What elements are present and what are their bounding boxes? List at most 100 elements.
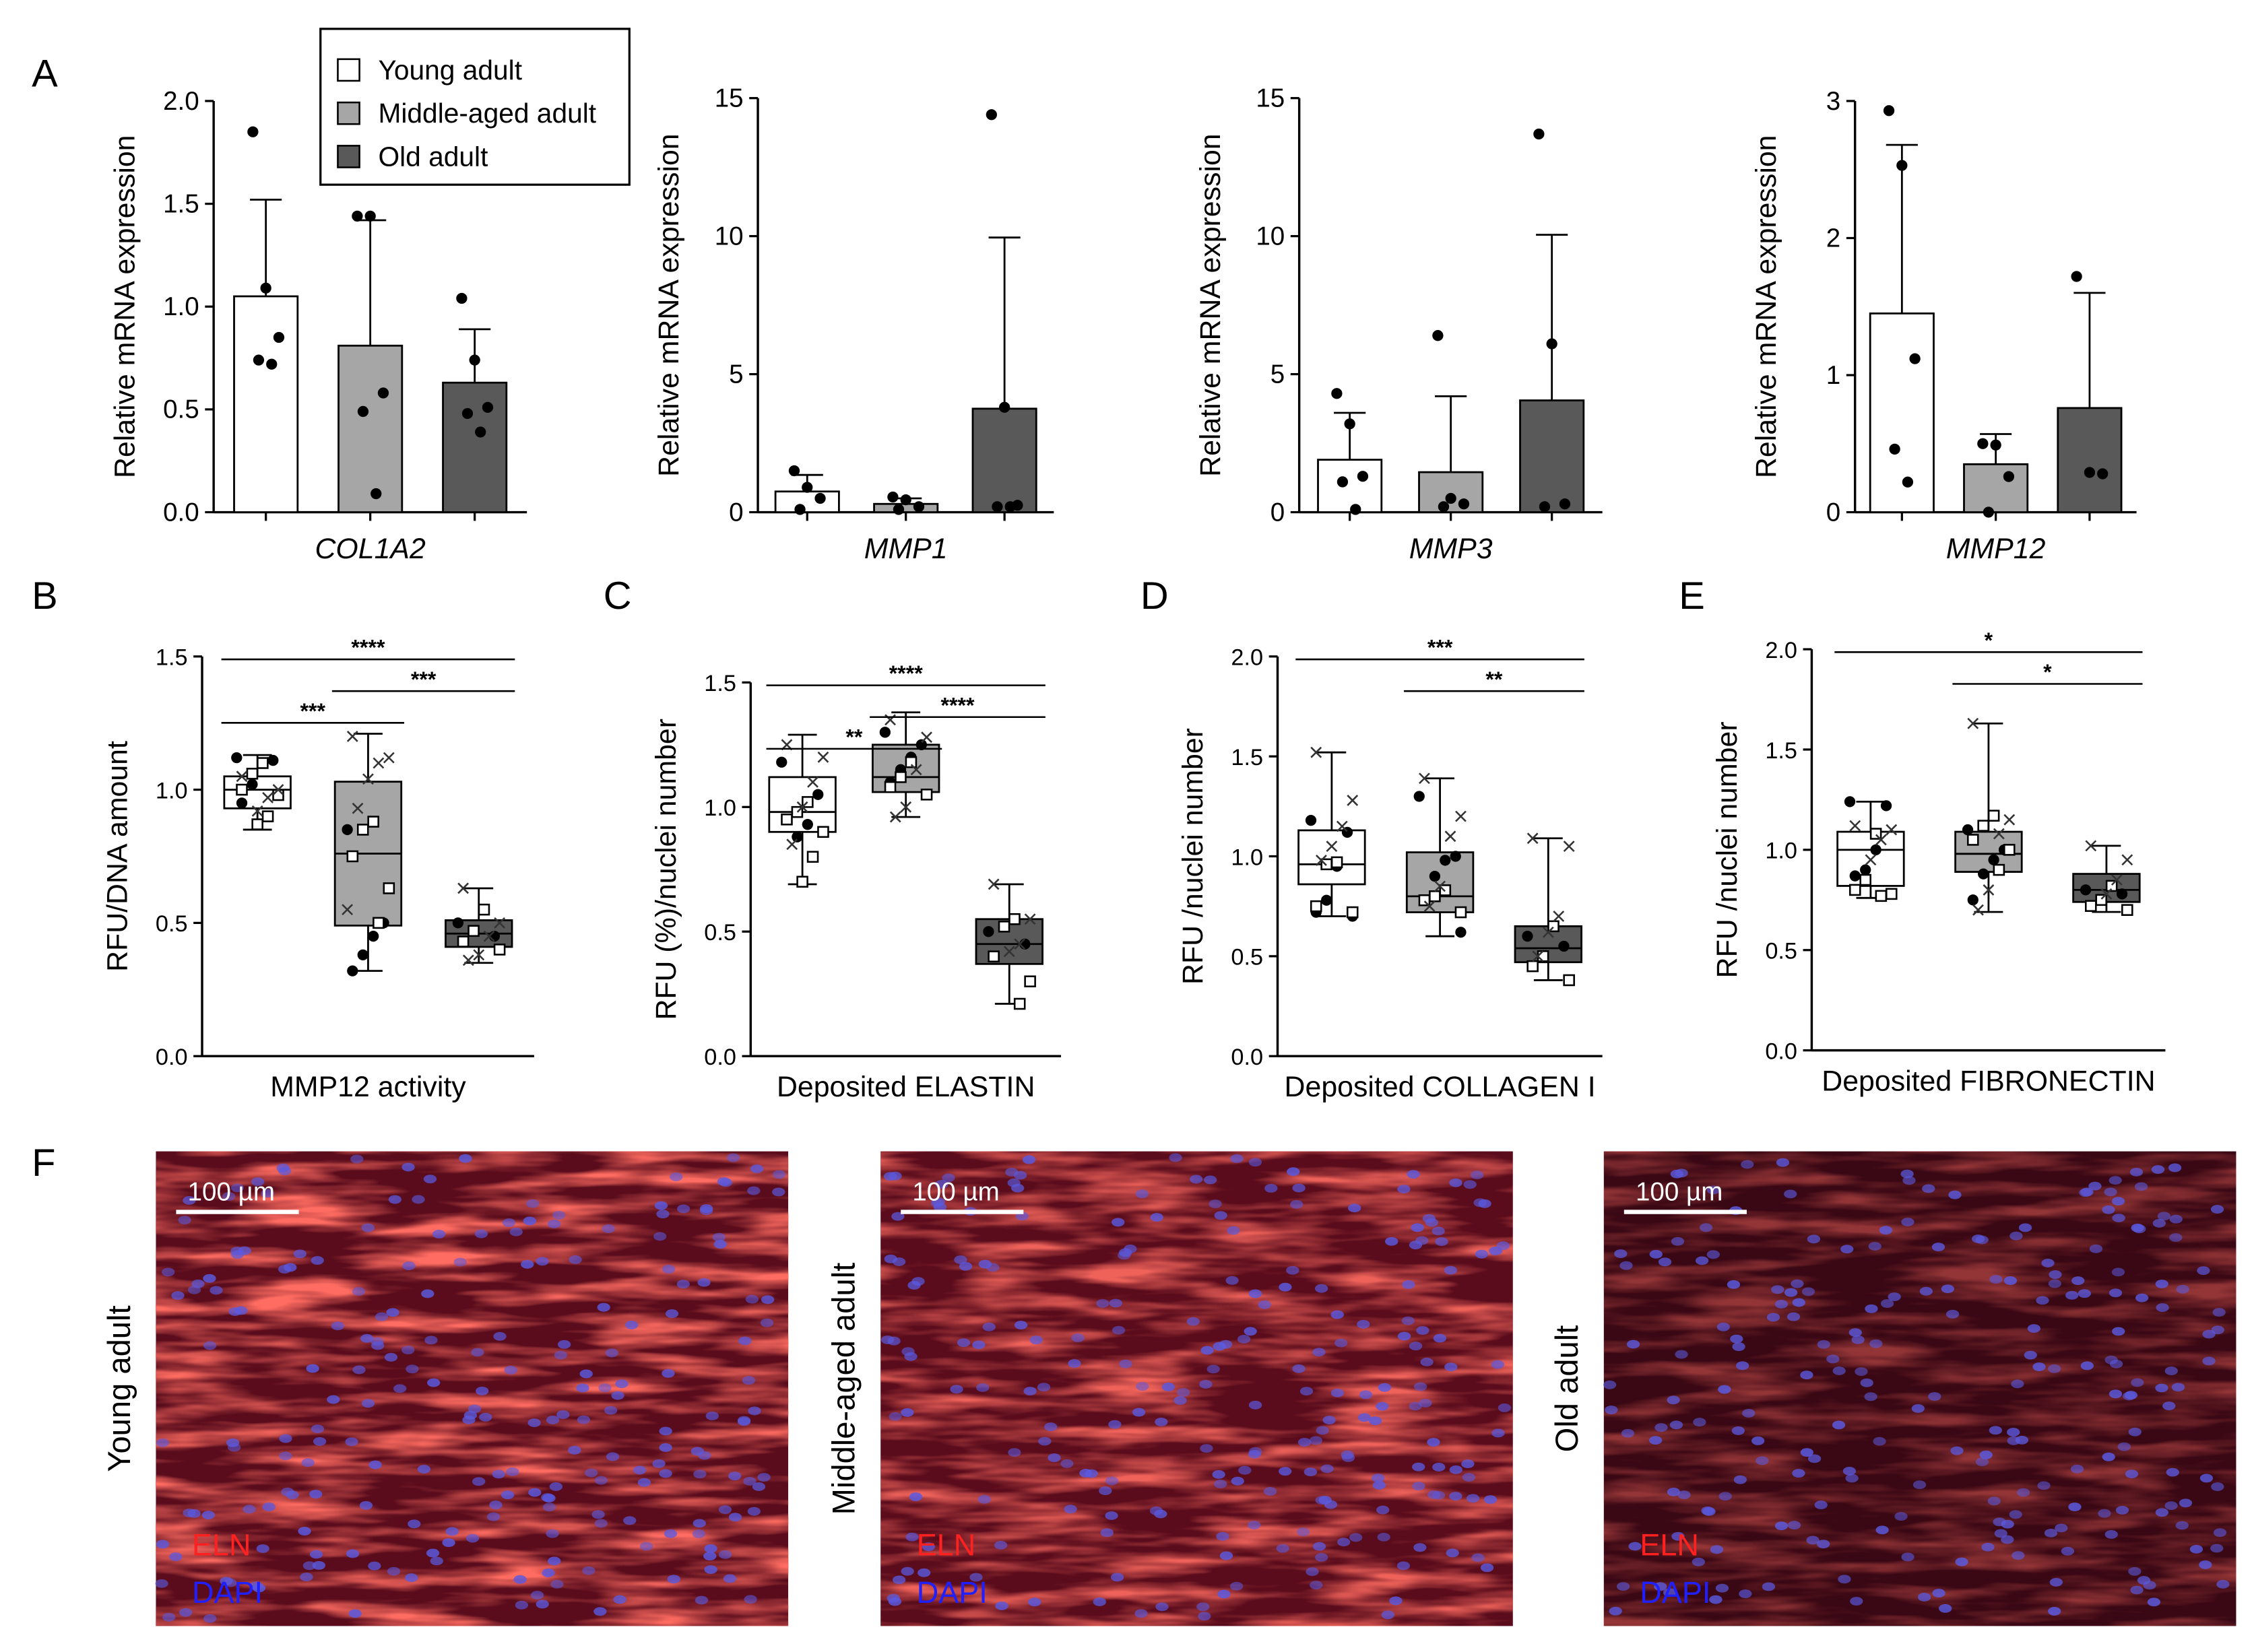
nucleus: [1416, 1326, 1429, 1335]
nucleus: [501, 1490, 515, 1500]
nucleus: [155, 1579, 168, 1588]
nucleus: [1667, 1395, 1680, 1405]
data-point: [475, 426, 486, 438]
y-tick-label: 0.0: [163, 498, 199, 527]
nucleus: [359, 1500, 373, 1510]
nucleus: [1248, 1400, 1262, 1410]
nucleus: [1376, 1505, 1390, 1515]
micrograph-label: Middle-aged adult: [826, 1263, 862, 1515]
y-tick-label: 2.0: [1231, 645, 1263, 671]
nucleus: [1461, 1459, 1475, 1469]
nucleus: [327, 1395, 340, 1404]
nucleus: [2169, 1214, 2183, 1224]
nucleus: [2032, 1362, 2046, 1371]
data-point: [986, 109, 997, 121]
nucleus: [2089, 1244, 2103, 1253]
nucleus: [1851, 1335, 1865, 1344]
nucleus: [509, 1227, 523, 1236]
nucleus: [659, 1469, 672, 1478]
nucleus: [2003, 1276, 2018, 1285]
nucleus: [536, 1599, 549, 1609]
nucleus: [1462, 1473, 1476, 1482]
nucleus: [1471, 1553, 1485, 1562]
y-tick-label: 1.5: [1231, 745, 1263, 770]
nucleus: [1198, 1612, 1211, 1621]
nucleus: [384, 1352, 398, 1362]
nucleus: [406, 1364, 419, 1374]
nucleus: [1667, 1487, 1681, 1496]
nucleus: [750, 1164, 764, 1173]
nucleus: [1814, 1500, 1828, 1510]
data-point: [1024, 913, 1036, 925]
y-tick-label: 1.5: [704, 671, 736, 696]
panel-label: A: [32, 53, 58, 96]
y-tick-label: 5: [1270, 360, 1285, 389]
nucleus: [1774, 1300, 1789, 1309]
nucleus: [346, 1549, 360, 1558]
nucleus: [525, 1199, 540, 1208]
data-point: [364, 210, 376, 222]
data-point: [383, 752, 395, 764]
nucleus: [1028, 1597, 1041, 1607]
data-point: [1962, 824, 1974, 836]
nucleus: [2104, 1187, 2117, 1197]
nucleus: [424, 1335, 438, 1345]
nucleus: [972, 1340, 986, 1350]
data-point: [1983, 506, 1995, 518]
data-point: [1883, 105, 1895, 117]
nucleus: [1196, 1602, 1210, 1612]
y-tick-label: 0.5: [1231, 945, 1263, 970]
nucleus: [676, 1280, 690, 1289]
nucleus: [1955, 1557, 1968, 1566]
nucleus: [1381, 1610, 1395, 1620]
data-point: [905, 756, 918, 768]
bar: [1963, 463, 2029, 513]
data-point: [776, 756, 787, 768]
data-point: [494, 917, 506, 929]
nucleus: [1444, 1265, 1457, 1275]
data-point: [1347, 795, 1359, 806]
nucleus: [442, 1538, 455, 1548]
nucleus: [1948, 1190, 1962, 1199]
nucleus: [1865, 1304, 1878, 1313]
nucleus: [171, 1291, 185, 1300]
nucleus: [479, 1412, 492, 1422]
y-axis-label: Relative mRNA expression: [1750, 135, 1782, 478]
nucleus: [978, 1259, 992, 1269]
data-point: [2003, 814, 2016, 826]
nucleus: [1987, 1496, 2001, 1506]
data-point: [1310, 900, 1322, 913]
nucleus: [162, 1612, 176, 1622]
nucleus: [569, 1255, 582, 1264]
nucleus: [2130, 1585, 2144, 1595]
data-point: [1542, 926, 1554, 938]
nucleus: [704, 1565, 717, 1575]
nucleus: [504, 1365, 517, 1375]
nucleus: [665, 1309, 679, 1319]
nucleus: [2155, 1383, 2168, 1393]
nucleus: [662, 1368, 675, 1378]
nucleus: [1231, 1476, 1244, 1486]
nucleus: [1731, 1426, 1745, 1435]
nucleus: [901, 1566, 914, 1576]
significance-label: **: [845, 725, 863, 749]
data-point: [1305, 814, 1317, 826]
nucleus: [1372, 1474, 1385, 1483]
data-point: [1849, 820, 1861, 832]
nucleus: [1950, 1446, 1964, 1455]
nucleus: [430, 1556, 443, 1566]
nucleus: [2109, 1288, 2123, 1298]
nucleus: [361, 1399, 375, 1408]
legend-box: [319, 28, 631, 186]
nucleus: [1309, 1436, 1322, 1445]
bar: [1869, 312, 1935, 513]
nucleus: [1401, 1316, 1415, 1325]
nucleus: [2131, 1223, 2144, 1232]
nucleus: [401, 1162, 415, 1172]
nucleus: [1337, 1538, 1351, 1547]
nucleus: [2065, 1290, 2079, 1300]
nucleus: [1276, 1544, 1289, 1553]
nucleus: [226, 1438, 240, 1447]
nucleus: [1248, 1521, 1261, 1529]
nucleus: [1322, 1416, 1336, 1425]
